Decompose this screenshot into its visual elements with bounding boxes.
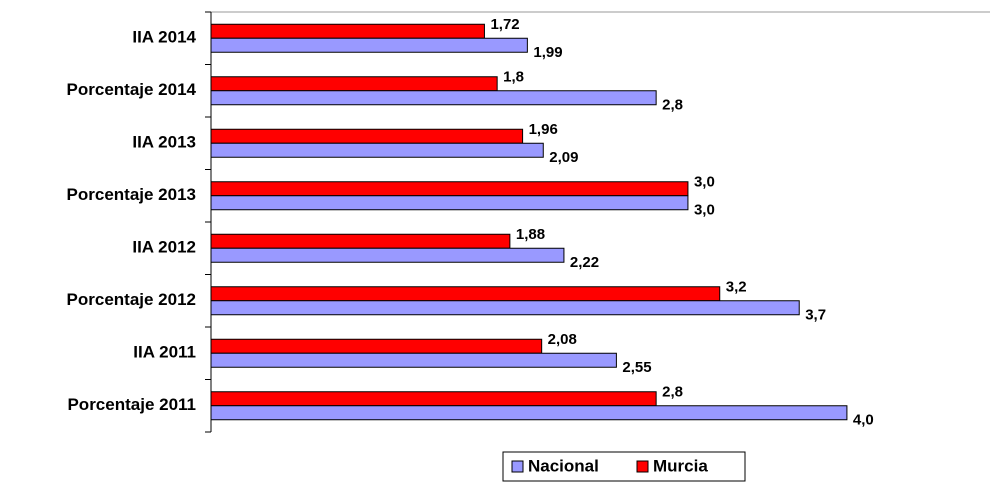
bar: [210, 195, 689, 211]
bar: [210, 37, 528, 53]
bar: [210, 128, 524, 144]
data-label: 1,88: [516, 226, 545, 243]
bar: [210, 352, 617, 368]
data-label: 2,22: [570, 254, 599, 271]
legend-swatch: [636, 460, 649, 473]
data-label: 1,72: [490, 16, 519, 33]
y-tick-label: Porcentaje 2012: [67, 290, 196, 309]
legend-label: Nacional: [528, 456, 599, 475]
y-tick-label: Porcentaje 2011: [67, 395, 196, 414]
data-label: 3,7: [805, 307, 826, 324]
bar: [210, 391, 657, 407]
y-tick-label: Porcentaje 2014: [67, 80, 197, 99]
bar: [210, 286, 721, 302]
data-label: 2,55: [622, 359, 651, 376]
y-tick-label: IIA 2011: [133, 343, 196, 362]
y-tick-label: IIA 2013: [132, 133, 196, 152]
data-label: 2,8: [662, 97, 683, 114]
data-label: 3,0: [694, 202, 715, 219]
legend-box: [502, 451, 746, 482]
data-label: 1,99: [533, 44, 562, 61]
y-tick-label: Porcentaje 2013: [67, 185, 196, 204]
bar: [210, 142, 544, 158]
data-label: 3,0: [694, 174, 715, 191]
legend-label: Murcia: [653, 456, 708, 475]
bar: [210, 23, 485, 39]
data-label: 2,09: [549, 149, 578, 166]
bar: [210, 76, 498, 92]
legend-swatch: [511, 460, 524, 473]
bar: [210, 300, 800, 316]
bar: [210, 181, 689, 197]
data-label: 4,0: [853, 412, 874, 429]
bar: [210, 247, 565, 263]
data-label: 1,96: [529, 121, 558, 138]
data-label: 1,8: [503, 69, 524, 86]
bar: [210, 405, 848, 421]
bar: [210, 90, 657, 106]
y-tick-label: IIA 2012: [132, 238, 196, 257]
data-label: 2,8: [662, 384, 683, 401]
bar: [210, 338, 543, 354]
y-tick-label: IIA 2014: [132, 28, 196, 47]
data-label: 2,08: [548, 331, 577, 348]
data-label: 3,2: [726, 279, 747, 296]
bar: [210, 233, 511, 249]
